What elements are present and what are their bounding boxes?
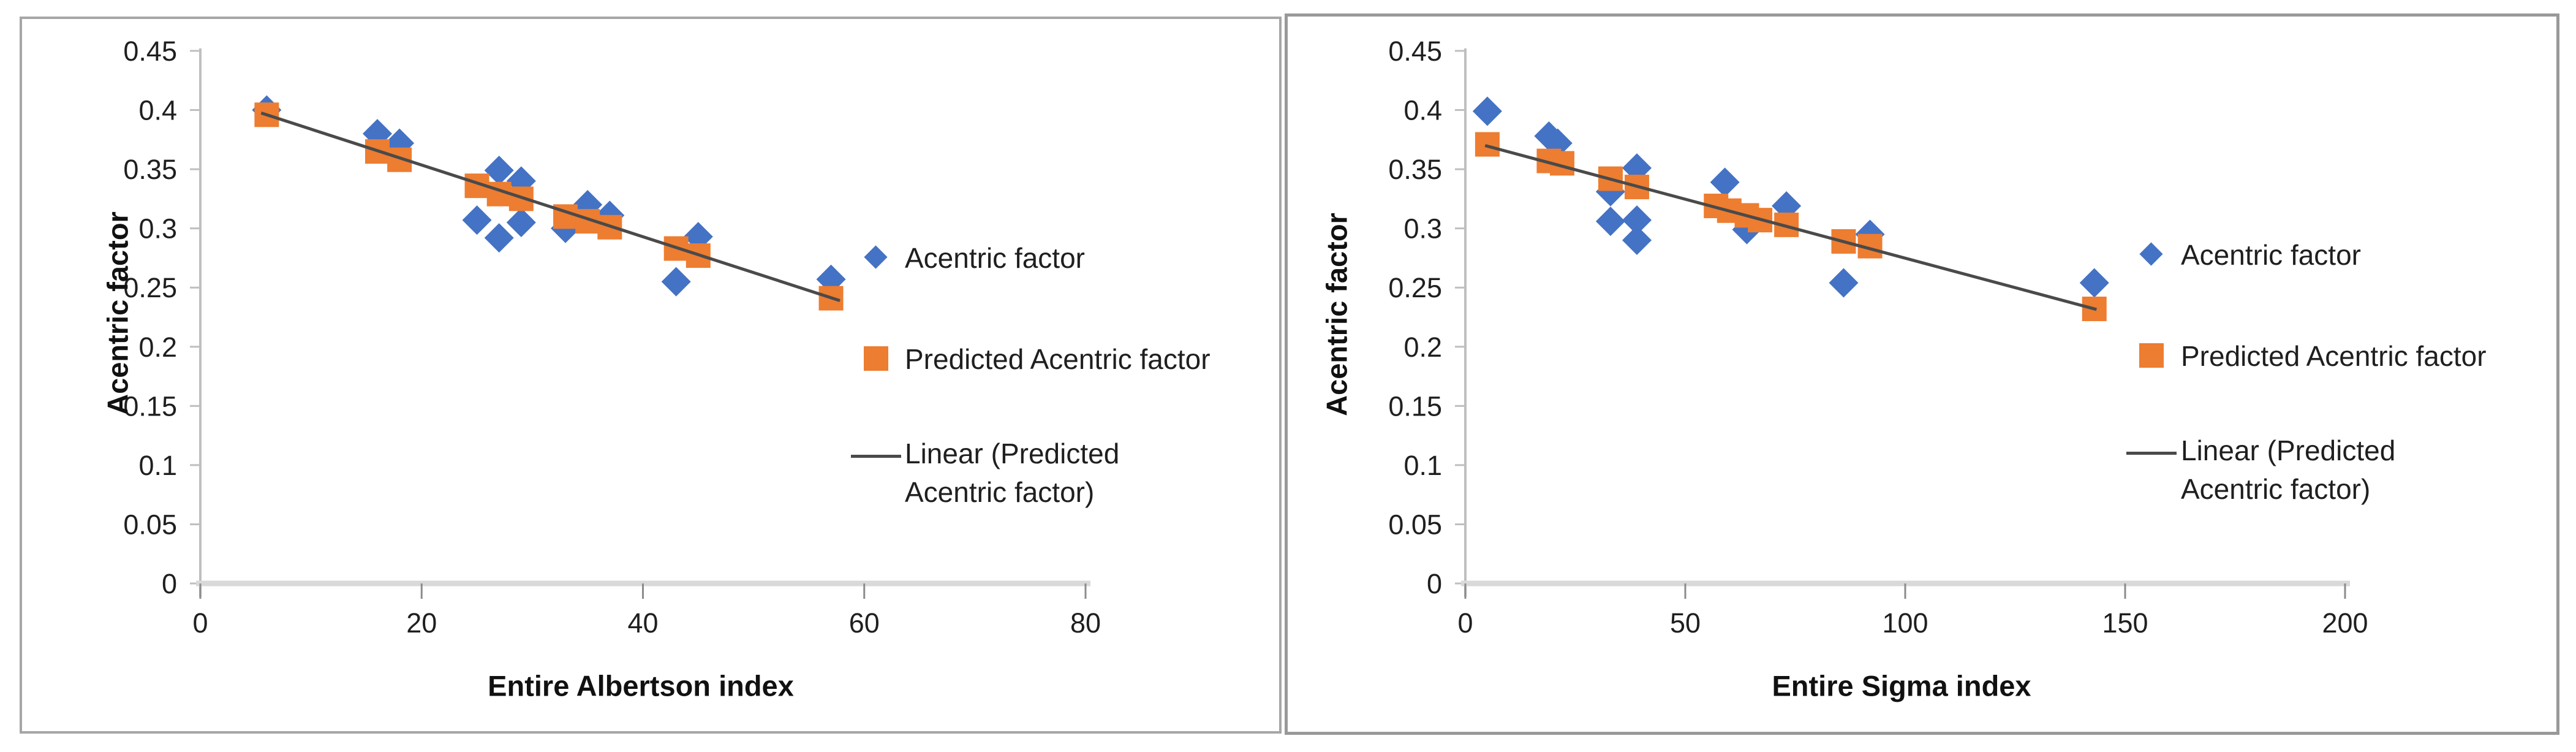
y-tick-label: 0.2 xyxy=(138,332,177,363)
left-chart-panel[interactable] xyxy=(20,17,1282,734)
y-tick-label: 0.3 xyxy=(138,213,177,245)
legend-label-linear-line2: Acentric factor) xyxy=(905,476,1095,508)
legend-label-linear-line2: Acentric factor) xyxy=(2181,473,2371,505)
data-point-actual[interactable] xyxy=(1829,268,1859,298)
legend-square-icon[interactable] xyxy=(2139,343,2164,368)
legend-label-linear[interactable]: Linear (Predicted Acentric factor) xyxy=(905,435,1119,512)
data-point-predicted[interactable] xyxy=(1475,132,1500,157)
x-tick-label: 40 xyxy=(627,607,658,639)
y-tick-label: 0.25 xyxy=(1388,272,1442,303)
y-tick-label: 0.3 xyxy=(1403,213,1442,245)
left-y-axis-title: Acentric factor xyxy=(101,211,134,415)
legend-label-predicted[interactable]: Predicted Acentric factor xyxy=(905,343,1211,375)
x-tick-label: 80 xyxy=(1070,607,1101,639)
legend-label-linear-line1: Linear (Predicted xyxy=(2181,435,2396,466)
data-point-actual[interactable] xyxy=(1543,128,1573,158)
data-point-actual[interactable] xyxy=(484,156,514,186)
x-tick-label: 0 xyxy=(192,607,208,639)
x-tick-label: 200 xyxy=(2322,607,2368,639)
x-tick-label: 100 xyxy=(1882,607,1928,639)
data-point-actual[interactable] xyxy=(1622,225,1652,255)
y-tick-label: 0 xyxy=(162,568,177,599)
y-tick-label: 0.45 xyxy=(123,36,177,67)
legend-label-actual[interactable]: Acentric factor xyxy=(905,242,1085,274)
y-tick-label: 0.1 xyxy=(1403,450,1442,481)
y-tick-label: 0 xyxy=(1427,568,1442,599)
trend-line[interactable] xyxy=(1484,144,2097,311)
y-tick-label: 0.1 xyxy=(138,450,177,481)
data-point-actual[interactable] xyxy=(1710,167,1740,197)
left-x-axis-title: Entire Albertson index xyxy=(488,669,794,702)
legend-line-icon[interactable] xyxy=(2126,452,2177,455)
legend-square-icon[interactable] xyxy=(864,346,888,371)
data-point-actual[interactable] xyxy=(1622,205,1652,235)
data-point-actual[interactable] xyxy=(661,267,691,297)
x-tick-label: 20 xyxy=(406,607,437,639)
legend-label-predicted[interactable]: Predicted Acentric factor xyxy=(2181,340,2487,372)
right-y-axis-title: Acentric factor xyxy=(1320,213,1353,416)
right-x-axis-title: Entire Sigma index xyxy=(1772,669,2031,702)
data-point-actual[interactable] xyxy=(1472,96,1502,126)
y-tick-label: 0.45 xyxy=(1388,36,1442,67)
x-tick-label: 60 xyxy=(849,607,880,639)
legend-line-icon[interactable] xyxy=(851,455,901,458)
y-tick-label: 0.2 xyxy=(1403,332,1442,363)
data-point-actual[interactable] xyxy=(1595,207,1625,237)
data-point-actual[interactable] xyxy=(2079,268,2109,298)
data-point-actual[interactable] xyxy=(462,205,492,235)
y-tick-label: 0.35 xyxy=(123,154,177,185)
y-tick-label: 0.15 xyxy=(1388,390,1442,422)
y-tick-label: 0.4 xyxy=(138,95,177,126)
y-tick-label: 0.05 xyxy=(1388,509,1442,540)
x-tick-label: 0 xyxy=(1457,607,1473,639)
y-tick-label: 0.05 xyxy=(123,509,177,540)
x-tick-label: 150 xyxy=(2102,607,2148,639)
trend-line[interactable] xyxy=(260,112,840,302)
data-point-actual[interactable] xyxy=(385,128,415,158)
legend-label-linear[interactable]: Linear (Predicted Acentric factor) xyxy=(2181,431,2395,509)
y-tick-label: 0.15 xyxy=(123,390,177,422)
y-tick-label: 0.25 xyxy=(123,272,177,303)
legend-label-linear-line1: Linear (Predicted xyxy=(905,438,1120,469)
data-point-actual[interactable] xyxy=(506,208,536,238)
data-point-actual[interactable] xyxy=(484,223,514,253)
x-tick-label: 50 xyxy=(1670,607,1701,639)
y-tick-label: 0.4 xyxy=(1403,95,1442,126)
legend-label-actual[interactable]: Acentric factor xyxy=(2181,239,2361,271)
y-tick-label: 0.35 xyxy=(1388,154,1442,185)
